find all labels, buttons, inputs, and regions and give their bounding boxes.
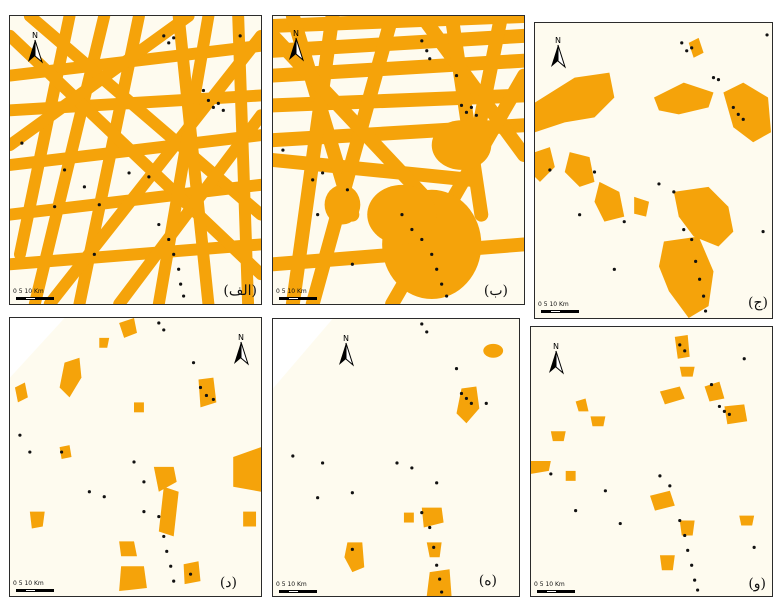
map-panel-be: N 0 5 10 Km (ب) — [272, 15, 525, 305]
scale-bar: 0 5 10 Km — [13, 580, 83, 596]
panel-label: (و) — [748, 576, 766, 592]
map-panel-jim: N 0 5 10 Km (ج) — [534, 22, 773, 319]
panel-label: (الف) — [223, 283, 257, 299]
svg-text:N: N — [238, 333, 244, 342]
north-arrow-icon: N — [549, 342, 565, 375]
habitat-layer — [10, 318, 261, 592]
habitat-layer — [273, 16, 524, 304]
north-arrow-icon: N — [28, 31, 44, 64]
habitat-layer — [531, 334, 756, 592]
north-arrow-icon: N — [339, 334, 355, 367]
scale-bar: 0 5 10 Km — [13, 288, 83, 304]
north-arrow-icon: N — [551, 36, 567, 69]
scale-bar: 0 5 10 Km — [538, 301, 608, 317]
scale-bar: 0 5 10 Km — [276, 581, 346, 596]
panel-label: (ب) — [483, 283, 508, 299]
habitat-layer — [10, 16, 261, 304]
scale-bar: 0 5 10 Km — [534, 581, 604, 596]
north-arrow-icon: N — [234, 333, 250, 366]
panel-label: (ج) — [748, 295, 768, 311]
panel-label: (ه) — [478, 573, 497, 589]
svg-text:N: N — [555, 36, 561, 45]
svg-text:N: N — [32, 31, 38, 40]
svg-text:N: N — [553, 342, 559, 351]
svg-text:N: N — [293, 29, 299, 38]
panel-label: (د) — [219, 575, 237, 591]
north-arrow-icon: N — [289, 29, 305, 62]
map-panel-dal: N 0 5 10 Km (د) — [9, 317, 262, 597]
map-panel-alef: N 0 5 10 Km (الف) — [9, 15, 262, 305]
map-panel-he: N 0 5 10 Km (ه) — [272, 318, 520, 597]
scale-bar: 0 5 10 Km — [276, 288, 346, 304]
svg-text:N: N — [343, 334, 349, 343]
habitat-layer — [273, 319, 504, 596]
map-panel-vav: N 0 5 10 Km (و) — [530, 326, 773, 597]
habitat-layer — [535, 33, 772, 318]
